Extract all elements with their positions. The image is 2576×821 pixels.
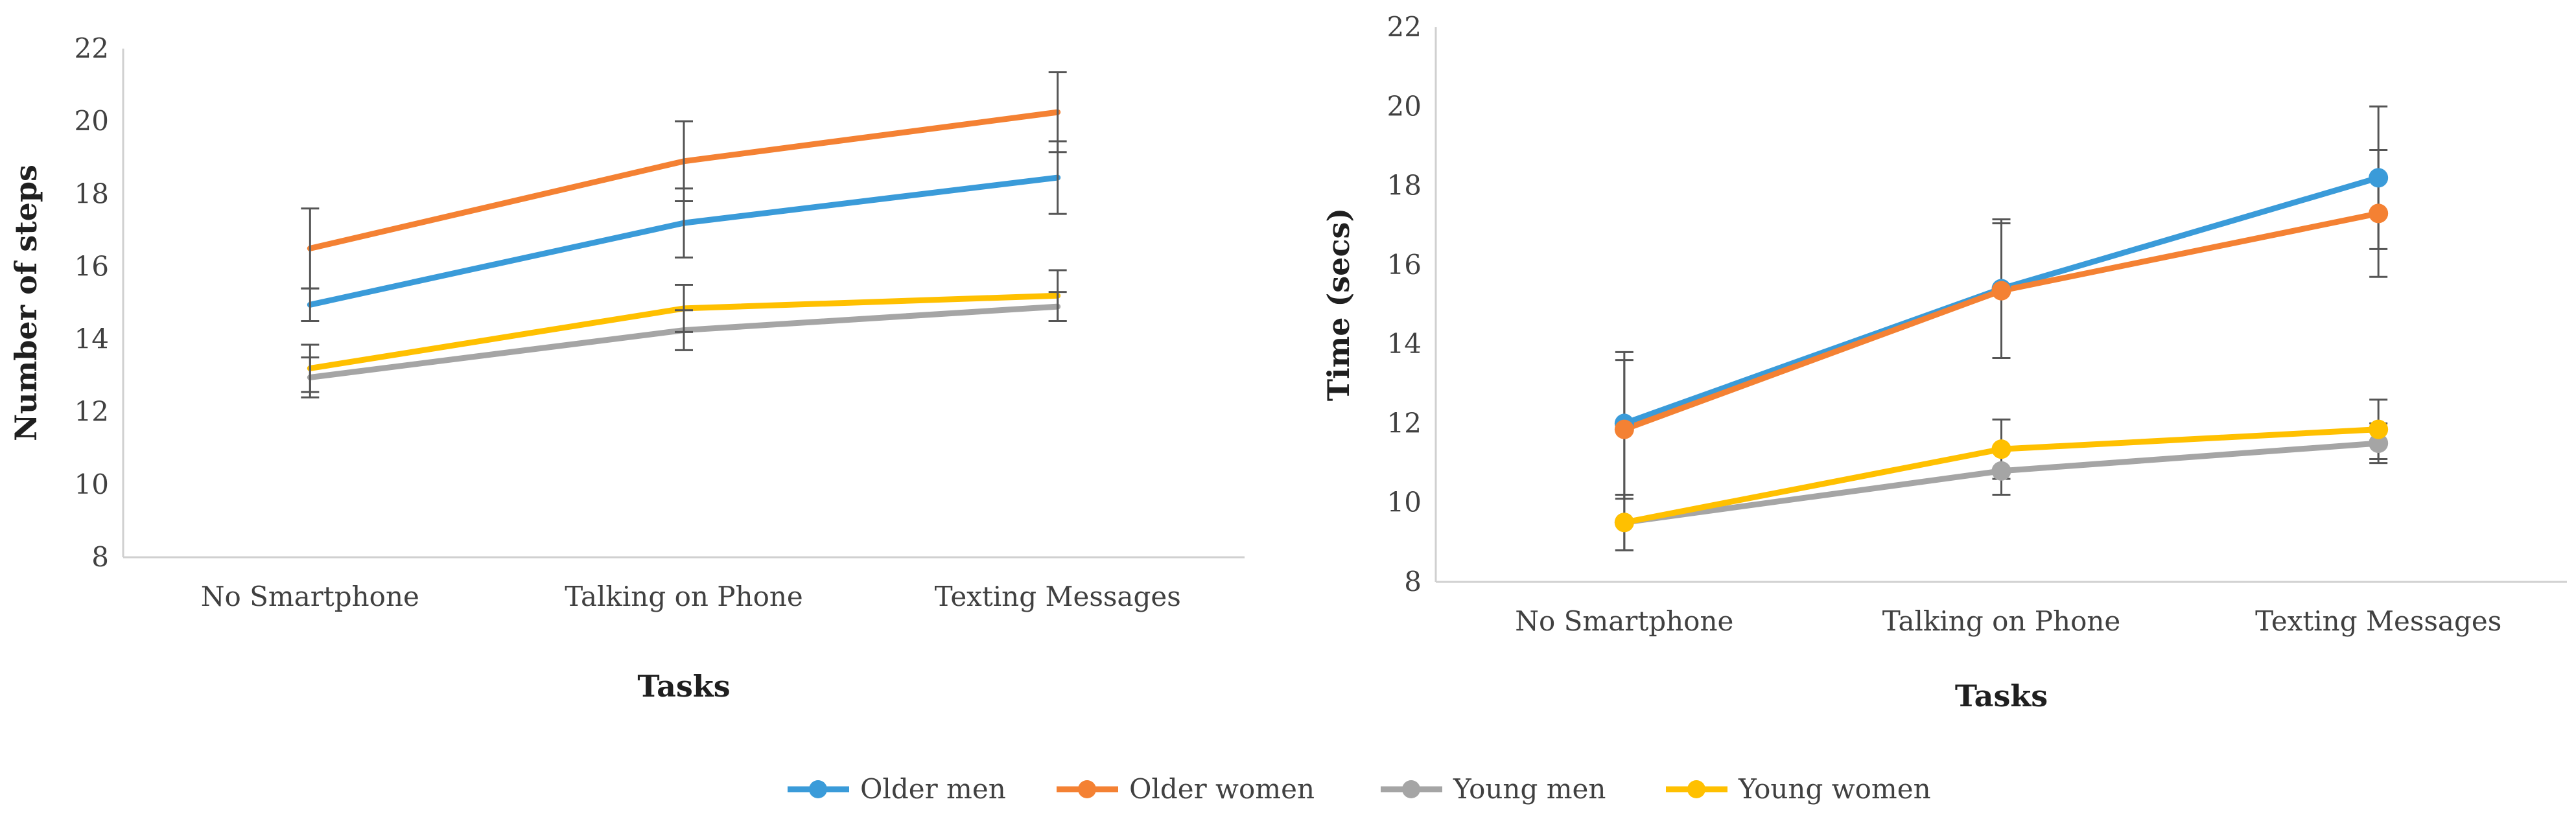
steps-y-tick-label: 22 <box>75 32 109 64</box>
steps-y-tick-label: 18 <box>75 178 109 209</box>
legend-item-young-men: Young men <box>1381 773 1606 805</box>
legend-swatch-marker <box>1687 780 1705 798</box>
time-data-point-young-women <box>1614 513 1634 533</box>
time-x-axis-title: Tasks <box>1955 678 2048 713</box>
steps-x-tick-label: Texting Messages <box>935 581 1181 612</box>
time-y-tick-label: 20 <box>1387 90 1422 122</box>
steps-error-bar-young-women <box>675 283 693 333</box>
time-data-point-young-men <box>1991 461 2011 481</box>
legend-label: Young men <box>1453 773 1606 805</box>
time-chart: 8 10 12 14 16 18 20 22 No Smartphone Talking on P… <box>1321 11 2567 713</box>
time-data-point-older-women <box>1991 281 2011 301</box>
time-x-tick-label: No Smartphone <box>1515 605 1733 637</box>
steps-y-axis-title: Number of steps <box>8 165 43 441</box>
legend-label: Older men <box>860 773 1006 805</box>
legend-item-older-men: Older men <box>788 773 1006 805</box>
steps-error-bar-older-women <box>675 120 693 202</box>
time-y-tick-label: 22 <box>1387 11 1422 43</box>
time-y-tick-label: 8 <box>1404 566 1422 597</box>
steps-error-bar-older-women <box>301 207 320 290</box>
time-x-tick-label: Texting Messages <box>2255 605 2501 637</box>
time-x-tick-label: Talking on Phone <box>1882 605 2121 637</box>
steps-y-tick-label: 16 <box>75 250 109 282</box>
time-data-point-older-men <box>2369 168 2389 188</box>
time-y-tick-label: 18 <box>1387 170 1422 202</box>
legend-item-young-women: Young women <box>1666 773 1931 805</box>
steps-y-tick-label: 10 <box>75 468 109 500</box>
steps-x-tick-label: No Smartphone <box>201 581 419 612</box>
legend-label: Older women <box>1129 773 1315 805</box>
time-data-point-young-men <box>2369 434 2389 453</box>
time-y-tick-label: 14 <box>1387 328 1422 360</box>
steps-chart: 8 10 12 14 16 18 20 22 No Smartphone Talking on P… <box>8 32 1245 704</box>
time-y-tick-label: 16 <box>1387 249 1422 281</box>
steps-error-bar-young-women <box>301 343 320 393</box>
legend-item-older-women: Older women <box>1057 773 1315 805</box>
legend-swatch-marker <box>1402 780 1420 798</box>
time-data-point-older-women <box>2369 203 2389 224</box>
steps-y-tick-label: 8 <box>91 541 109 573</box>
time-y-axis-title: Time (secs) <box>1321 208 1356 401</box>
time-y-tick-label: 10 <box>1387 487 1422 518</box>
legend-swatch-marker <box>1078 780 1096 798</box>
steps-x-tick-label: Talking on Phone <box>565 581 803 612</box>
steps-y-tick-label: 20 <box>75 105 109 137</box>
time-data-point-young-women <box>2369 419 2389 439</box>
time-data-point-young-women <box>1991 439 2011 459</box>
steps-y-tick-label: 14 <box>75 323 109 355</box>
steps-x-axis-title: Tasks <box>637 669 730 704</box>
legend-swatch-marker <box>809 780 827 798</box>
time-y-tick-label: 12 <box>1387 407 1422 439</box>
legend-label: Young women <box>1738 773 1931 805</box>
legend: Older men Older women Young men Young women <box>788 773 1931 805</box>
time-data-point-older-women <box>1614 419 1634 439</box>
steps-error-bar-older-women <box>1048 71 1067 154</box>
steps-error-bar-young-women <box>1048 269 1067 323</box>
steps-y-tick-label: 12 <box>75 396 109 428</box>
